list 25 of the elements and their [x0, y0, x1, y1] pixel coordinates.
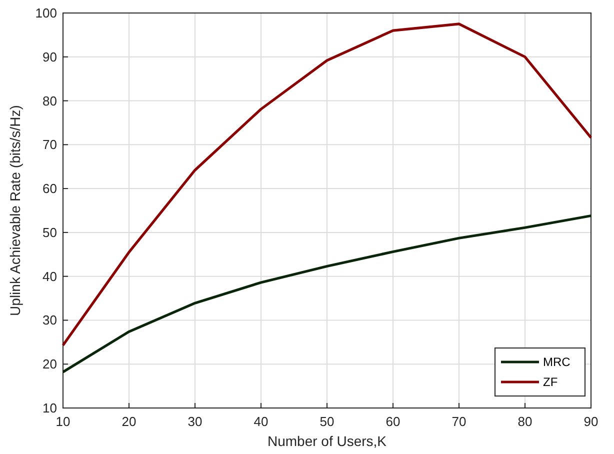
- y-tick-label: 20: [42, 356, 57, 372]
- y-tick-label: 70: [42, 137, 57, 152]
- x-tick-label: 60: [386, 414, 400, 429]
- line-series: [62, 214, 592, 374]
- x-axis-title: Number of Users,K: [267, 433, 388, 449]
- y-tick-label: 50: [42, 224, 57, 240]
- x-tick-label: 30: [188, 414, 202, 429]
- legend-label: MRC: [543, 355, 571, 369]
- x-tick-label: 20: [122, 414, 136, 429]
- y-tick-label: 80: [42, 93, 57, 108]
- legend-label: ZF: [543, 375, 558, 389]
- y-tick-label: 30: [42, 312, 57, 328]
- x-tick-label: 40: [254, 414, 268, 429]
- y-tick-label: 60: [42, 181, 57, 196]
- x-tick-label: 10: [56, 414, 70, 429]
- x-tick-label: 70: [452, 414, 466, 429]
- y-tick-label: 100: [35, 6, 57, 20]
- y-axis-title: Uplink Achievable Rate (bits/s/Hz): [7, 105, 23, 316]
- y-tick-label: 90: [42, 49, 57, 64]
- x-tick-label: 50: [320, 414, 334, 429]
- y-tick-label: 10: [42, 400, 57, 416]
- x-tick-label: 80: [518, 414, 532, 429]
- x-tick-label: 90: [584, 414, 598, 429]
- y-tick-label: 40: [42, 268, 57, 284]
- line-series: [62, 22, 592, 347]
